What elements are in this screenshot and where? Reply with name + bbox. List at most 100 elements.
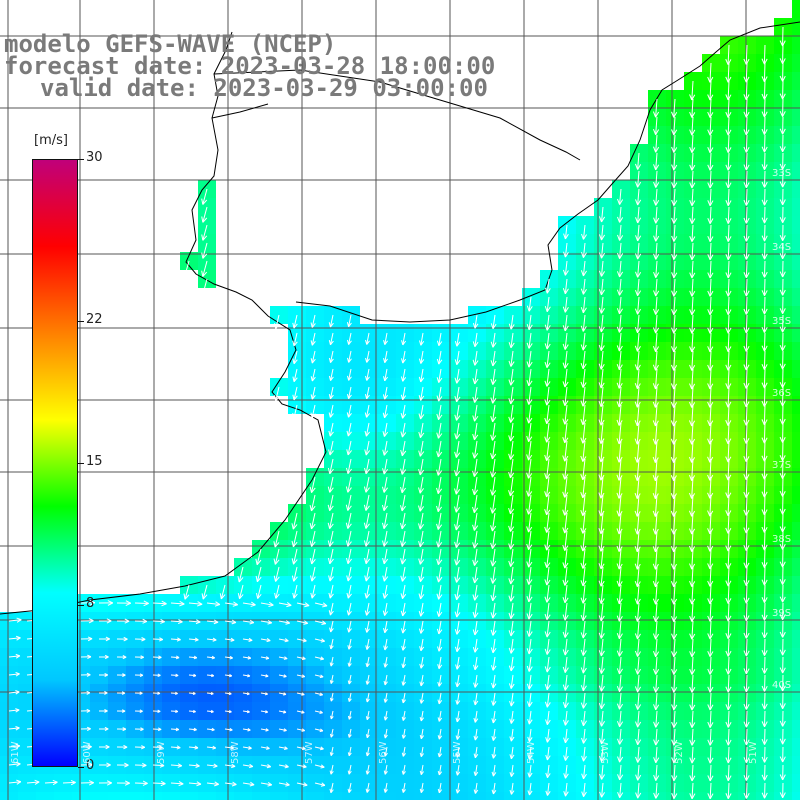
wind-arrow	[598, 296, 605, 314]
wind-arrow	[364, 458, 371, 475]
longitude-label: 53W	[600, 741, 611, 764]
wind-arrow	[671, 710, 678, 728]
wind-arrow	[562, 692, 569, 709]
wind-arrow	[761, 656, 768, 674]
wind-arrow	[328, 422, 334, 437]
wind-arrow	[580, 494, 587, 517]
wind-arrow	[8, 708, 20, 713]
field-cell	[792, 504, 800, 522]
wind-arrow	[544, 656, 551, 673]
wind-arrow	[779, 314, 786, 333]
wind-arrow	[273, 566, 280, 582]
wind-arrow	[400, 548, 407, 565]
wind-arrow	[526, 638, 533, 655]
wind-arrow	[580, 476, 587, 499]
wind-arrow	[418, 440, 425, 457]
wind-arrow	[347, 638, 352, 650]
wind-arrow	[508, 638, 515, 654]
wind-arrow	[473, 710, 479, 723]
wind-arrow	[292, 332, 298, 347]
wind-arrow	[635, 242, 642, 260]
wind-arrow	[491, 692, 497, 706]
wind-arrow	[508, 620, 515, 637]
wind-arrow	[527, 692, 533, 707]
wind-arrow	[242, 619, 255, 625]
field-cell	[792, 612, 800, 630]
wind-arrow	[598, 602, 605, 622]
wind-arrow	[526, 566, 533, 585]
wind-arrow	[454, 584, 461, 601]
wind-arrow	[653, 134, 660, 153]
wind-arrow	[652, 98, 660, 118]
wind-arrow	[347, 620, 352, 633]
wind-arrow	[671, 134, 678, 153]
wind-arrow	[134, 600, 149, 607]
wind-arrow	[635, 260, 642, 278]
wind-arrow	[562, 350, 569, 369]
wind-arrow	[327, 530, 334, 547]
wind-arrow	[526, 458, 533, 479]
field-cell	[792, 288, 800, 306]
wind-arrow	[689, 260, 696, 279]
wind-arrow	[472, 476, 479, 496]
wind-arrow	[634, 602, 641, 622]
wind-arrow	[725, 710, 732, 728]
field-cell	[792, 666, 800, 684]
wind-arrow	[328, 584, 334, 599]
wind-arrow	[562, 548, 569, 569]
wind-arrow	[725, 188, 732, 206]
wind-arrow	[364, 440, 371, 456]
wind-arrow	[436, 422, 443, 439]
wind-arrow	[544, 584, 551, 603]
wind-arrow	[508, 530, 515, 550]
wind-arrow	[689, 548, 696, 570]
wind-arrow	[670, 350, 678, 371]
wind-arrow	[80, 636, 93, 642]
wind-arrow	[188, 637, 199, 642]
wind-arrow	[508, 476, 515, 497]
wind-arrow	[472, 512, 479, 531]
wind-arrow	[472, 530, 479, 549]
wind-arrow	[418, 530, 425, 548]
wind-arrow	[779, 116, 786, 135]
field-cell	[0, 792, 18, 800]
colorbar-tick-mark	[78, 159, 84, 160]
wind-arrow	[526, 350, 533, 368]
wind-arrow	[454, 530, 461, 548]
field-cell	[792, 792, 800, 800]
wind-arrow	[134, 655, 144, 660]
latitude-label: 35S	[772, 316, 792, 327]
wind-arrow	[634, 638, 642, 657]
wind-arrow	[490, 314, 497, 329]
wind-arrow	[328, 602, 334, 616]
wind-arrow	[761, 260, 768, 278]
wind-arrow	[743, 584, 750, 604]
latitude-label: 40S	[772, 680, 792, 691]
wind-arrow	[670, 368, 678, 390]
wind-arrow	[490, 404, 497, 423]
wind-arrow	[689, 332, 696, 353]
wind-arrow	[116, 618, 130, 624]
wind-arrow	[544, 440, 551, 461]
wind-arrow	[454, 458, 461, 477]
wind-arrow	[562, 368, 569, 388]
wind-arrow	[616, 656, 623, 675]
wind-arrow	[562, 638, 569, 656]
wind-arrow	[418, 584, 425, 600]
field-cell	[72, 792, 90, 800]
field-cell	[504, 792, 522, 800]
wind-arrow	[278, 692, 287, 696]
wind-arrow	[652, 638, 660, 658]
wind-arrow	[365, 710, 370, 721]
wind-arrow	[580, 692, 587, 709]
wind-arrow	[562, 314, 569, 332]
field-cell	[792, 180, 800, 198]
wind-arrow	[689, 170, 696, 189]
wind-arrow	[580, 674, 587, 692]
field-cell	[792, 738, 800, 756]
wind-arrow	[400, 512, 407, 530]
wind-arrow	[80, 654, 92, 660]
wind-arrow	[152, 655, 162, 660]
wind-arrow	[562, 674, 569, 691]
